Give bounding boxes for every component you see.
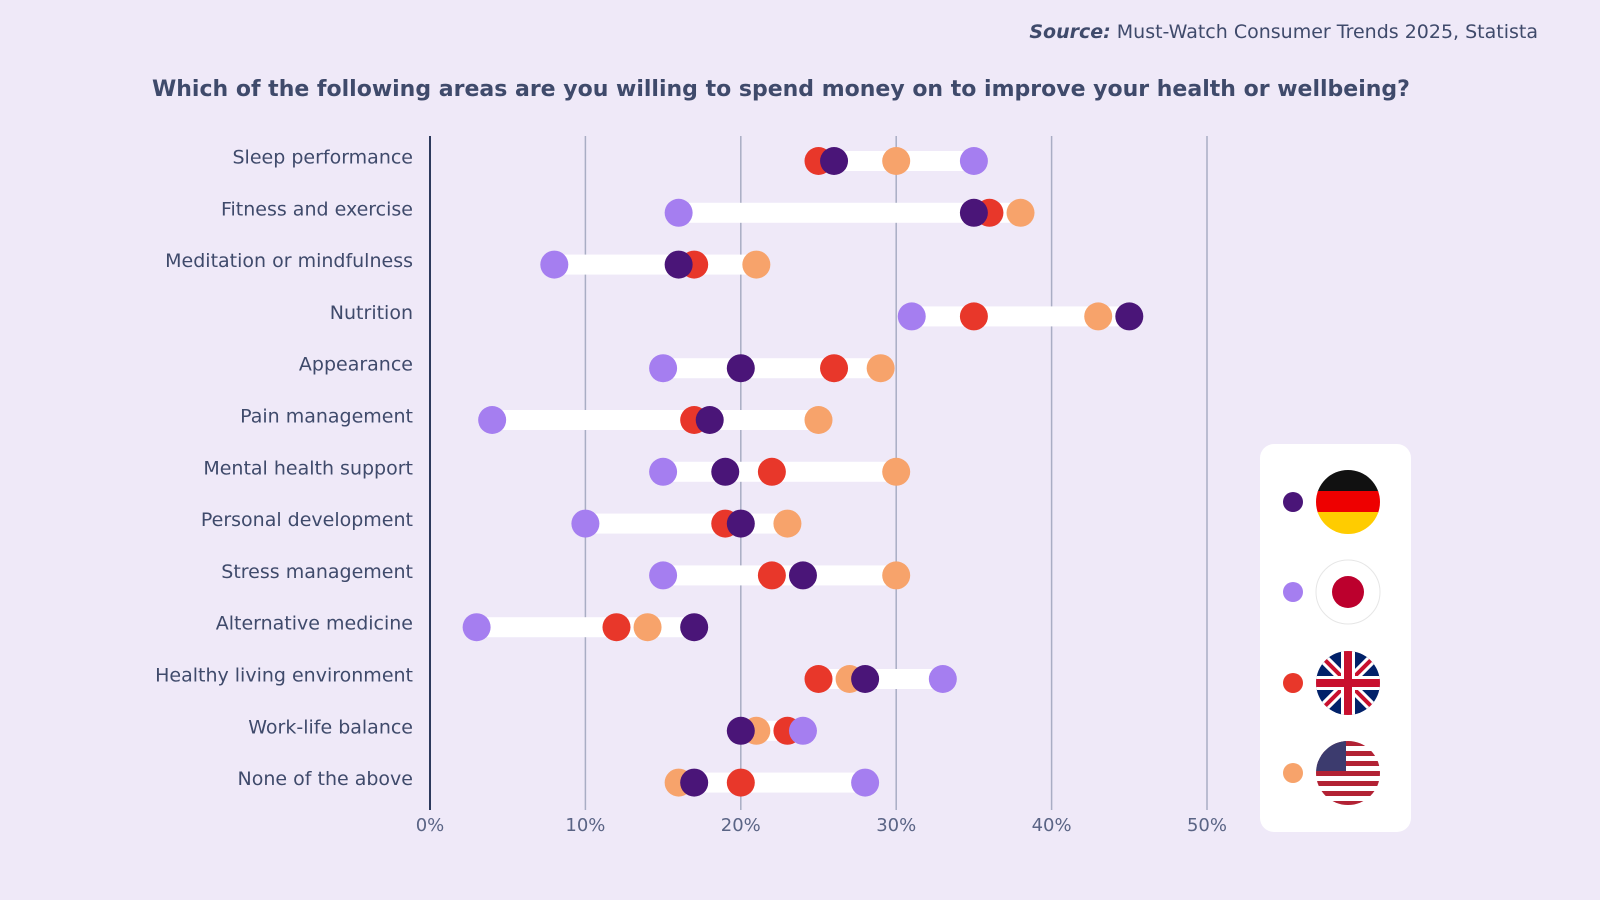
dot	[773, 509, 802, 538]
dot	[820, 354, 849, 383]
dot	[726, 716, 755, 745]
dot	[664, 250, 693, 279]
legend-marker	[1283, 492, 1303, 512]
source-label: Source:	[1029, 21, 1110, 43]
dot	[742, 250, 771, 279]
dot	[726, 768, 755, 797]
x-tick-label: 0%	[416, 815, 445, 836]
legend-marker	[1283, 673, 1303, 693]
dot	[804, 665, 833, 693]
y-tick-label: Alternative medicine	[216, 613, 413, 635]
x-tick-label: 50%	[1187, 815, 1227, 836]
y-tick-label: Meditation or mindfulness	[165, 250, 413, 272]
x-tick-label: 40%	[1032, 815, 1072, 836]
dot	[959, 198, 988, 227]
dot	[897, 302, 926, 331]
dot	[959, 302, 988, 331]
dot	[788, 561, 817, 590]
dot	[664, 198, 693, 227]
y-tick-label: Sleep performance	[233, 147, 414, 169]
dot	[633, 613, 662, 642]
dot	[680, 613, 709, 642]
plot	[462, 147, 1144, 797]
source-text: Must-Watch Consumer Trends 2025, Statist…	[1117, 21, 1538, 43]
source: Source: Must-Watch Consumer Trends 2025,…	[1029, 21, 1538, 43]
dot	[726, 354, 755, 383]
y-tick-label: None of the above	[238, 768, 413, 790]
y-tick-label: Fitness and exercise	[221, 198, 413, 220]
dot	[649, 457, 678, 486]
dot	[788, 716, 817, 745]
dot	[851, 665, 880, 693]
dot	[571, 509, 600, 538]
range-band	[492, 410, 819, 430]
legend-marker	[1283, 763, 1303, 783]
dot	[882, 147, 911, 175]
dot	[726, 509, 755, 538]
y-tick-label: Appearance	[299, 354, 413, 376]
x-tick-label: 20%	[721, 815, 761, 836]
dot	[959, 147, 988, 175]
x-tick-label: 10%	[565, 815, 605, 836]
dot	[1115, 302, 1144, 331]
dot	[540, 250, 569, 279]
y-tick-label: Nutrition	[330, 302, 413, 324]
y-tick-label: Healthy living environment	[155, 665, 413, 687]
chart-title: Which of the following areas are you wil…	[152, 77, 1410, 102]
range-band	[678, 772, 866, 793]
range-band	[585, 513, 788, 534]
dot	[1006, 198, 1035, 227]
y-tick-label: Personal development	[201, 509, 413, 531]
legend-dots	[1283, 492, 1303, 783]
dot	[757, 457, 786, 486]
flag-japan	[1315, 559, 1381, 625]
flag-usa	[1316, 741, 1380, 805]
legend-box	[1260, 444, 1411, 832]
y-tick-label: Stress management	[221, 561, 413, 583]
dot	[649, 561, 678, 590]
dot	[649, 354, 678, 383]
dot	[462, 613, 491, 642]
dot	[1084, 302, 1113, 331]
dot	[882, 561, 911, 590]
range-band	[678, 202, 1021, 223]
y-tick-label: Work-life balance	[248, 716, 413, 738]
legend	[1260, 444, 1411, 832]
dot	[680, 768, 709, 797]
dot	[757, 561, 786, 590]
dot	[695, 406, 724, 434]
y-tick-label: Pain management	[240, 406, 413, 428]
flag-germany	[1316, 470, 1380, 534]
dot	[882, 457, 911, 486]
legend-marker	[1283, 582, 1303, 602]
dot	[711, 457, 740, 486]
range-band	[554, 254, 757, 275]
dot	[851, 768, 880, 797]
dot	[866, 354, 895, 383]
dot	[928, 665, 957, 693]
flag-uk	[1316, 651, 1380, 715]
dot	[820, 147, 849, 175]
dot	[804, 406, 833, 434]
x-tick-label: 30%	[876, 815, 916, 836]
dot	[602, 613, 631, 642]
dot	[478, 406, 507, 434]
y-tick-label: Mental health support	[203, 457, 413, 479]
